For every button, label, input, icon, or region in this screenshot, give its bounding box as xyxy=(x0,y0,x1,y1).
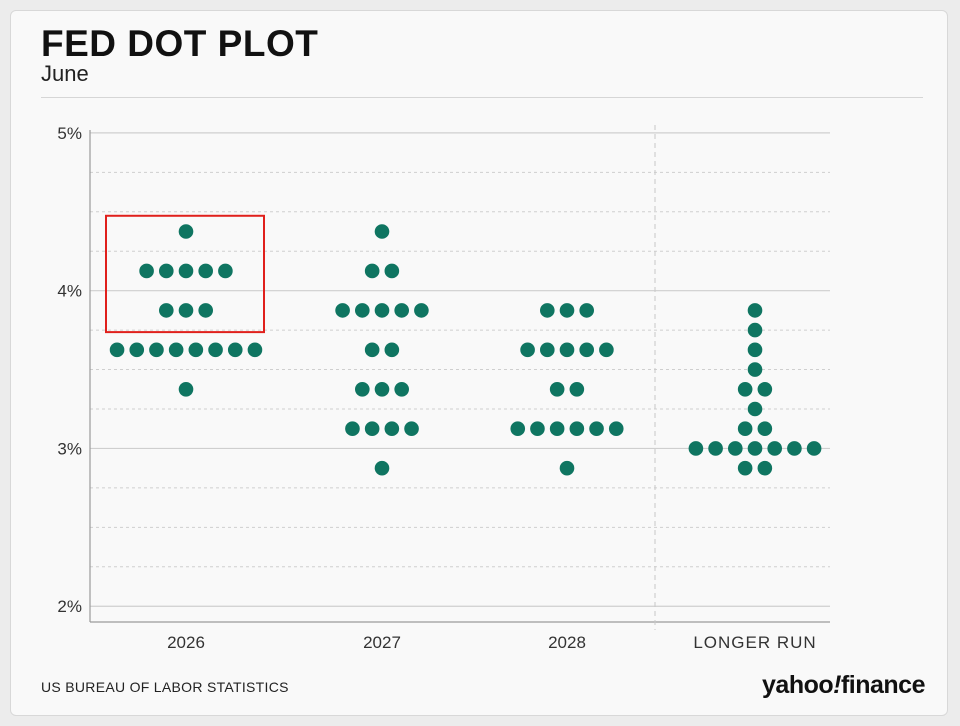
dot-mark xyxy=(168,342,184,358)
dot-mark xyxy=(374,224,390,239)
dot-mark xyxy=(374,381,390,397)
dot-mark xyxy=(737,381,753,397)
dot-mark xyxy=(757,421,773,437)
dot-mark xyxy=(549,421,565,437)
dot-mark xyxy=(747,322,763,338)
dot-mark xyxy=(178,303,194,318)
dot-mark xyxy=(767,441,782,456)
dot-mark xyxy=(540,303,555,318)
dot-mark xyxy=(589,421,604,437)
dot-mark xyxy=(569,381,585,397)
y-tick-label: 2% xyxy=(57,597,82,616)
dot-mark xyxy=(355,381,370,397)
dot-mark xyxy=(335,303,350,318)
dot-mark xyxy=(747,401,763,417)
dot-mark xyxy=(787,441,802,456)
dot-mark xyxy=(569,421,585,437)
dot-mark xyxy=(747,342,763,358)
dot-mark xyxy=(530,421,545,437)
dot-mark xyxy=(708,441,723,456)
dot-mark xyxy=(198,263,213,279)
dot-mark xyxy=(384,263,400,279)
chart-subtitle: June xyxy=(41,61,89,86)
dot-mark xyxy=(374,303,390,318)
dot-mark xyxy=(384,421,400,437)
dot-mark xyxy=(159,303,174,318)
dot-mark xyxy=(559,342,575,358)
y-tick-label: 4% xyxy=(57,282,82,301)
highlight-box xyxy=(105,214,265,334)
dot-mark xyxy=(178,224,194,239)
dot-mark xyxy=(198,303,213,318)
dot-mark xyxy=(394,303,410,318)
dot-mark xyxy=(806,441,822,456)
dot-mark xyxy=(688,441,704,456)
dot-mark xyxy=(549,381,565,397)
x-category-label: 2028 xyxy=(548,633,586,652)
dot-mark xyxy=(109,342,125,358)
dot-mark xyxy=(247,342,263,358)
dot-mark xyxy=(394,381,410,397)
dot-mark xyxy=(227,342,243,358)
dot-mark xyxy=(149,342,164,358)
dot-mark xyxy=(747,441,763,456)
dot-mark xyxy=(747,303,763,318)
y-tick-label: 3% xyxy=(57,439,82,458)
dot-mark xyxy=(364,421,380,437)
dot-mark xyxy=(364,263,380,279)
x-category-label: LONGER RUN xyxy=(693,633,816,652)
dot-mark xyxy=(737,421,753,437)
dot-mark xyxy=(384,342,400,358)
chart-title: FED DOT PLOT xyxy=(41,23,319,64)
dot-mark xyxy=(414,303,429,318)
dot-mark xyxy=(559,303,575,318)
dot-mark xyxy=(559,460,575,476)
dot-mark xyxy=(355,303,370,318)
chart-card: FED DOT PLOT June US BUREAU OF LABOR STA… xyxy=(10,10,948,716)
dot-mark xyxy=(178,381,194,397)
dot-mark xyxy=(608,421,624,437)
dot-mark xyxy=(178,263,194,279)
dot-mark xyxy=(599,342,614,358)
dot-mark xyxy=(159,263,174,279)
header-divider xyxy=(41,97,923,98)
dot-mark xyxy=(404,421,419,437)
source-label: US BUREAU OF LABOR STATISTICS xyxy=(41,679,289,695)
yahoo-finance-logo: yahoo!finance xyxy=(762,671,925,700)
dot-mark xyxy=(374,460,390,476)
dot-mark xyxy=(188,342,204,358)
x-category-label: 2026 xyxy=(167,633,205,652)
dot-mark xyxy=(728,441,743,456)
dot-mark xyxy=(579,342,594,358)
dot-mark xyxy=(208,342,223,358)
y-tick-label: 5% xyxy=(57,124,82,143)
dot-mark xyxy=(520,342,535,358)
dot-mark xyxy=(757,460,773,476)
dot-mark xyxy=(129,342,145,358)
dot-mark xyxy=(747,362,763,377)
dot-mark xyxy=(345,421,360,437)
brand-left: yahoo xyxy=(762,671,834,699)
x-category-label: 2027 xyxy=(363,633,401,652)
brand-right: finance xyxy=(840,671,926,699)
dot-mark xyxy=(364,342,380,358)
dot-mark xyxy=(579,303,594,318)
dot-mark xyxy=(218,263,233,279)
dot-mark xyxy=(510,421,526,437)
dot-mark xyxy=(757,381,773,397)
dot-mark xyxy=(139,263,154,279)
dot-mark xyxy=(540,342,555,358)
brand-bang: ! xyxy=(833,671,841,699)
dot-mark xyxy=(737,460,753,476)
